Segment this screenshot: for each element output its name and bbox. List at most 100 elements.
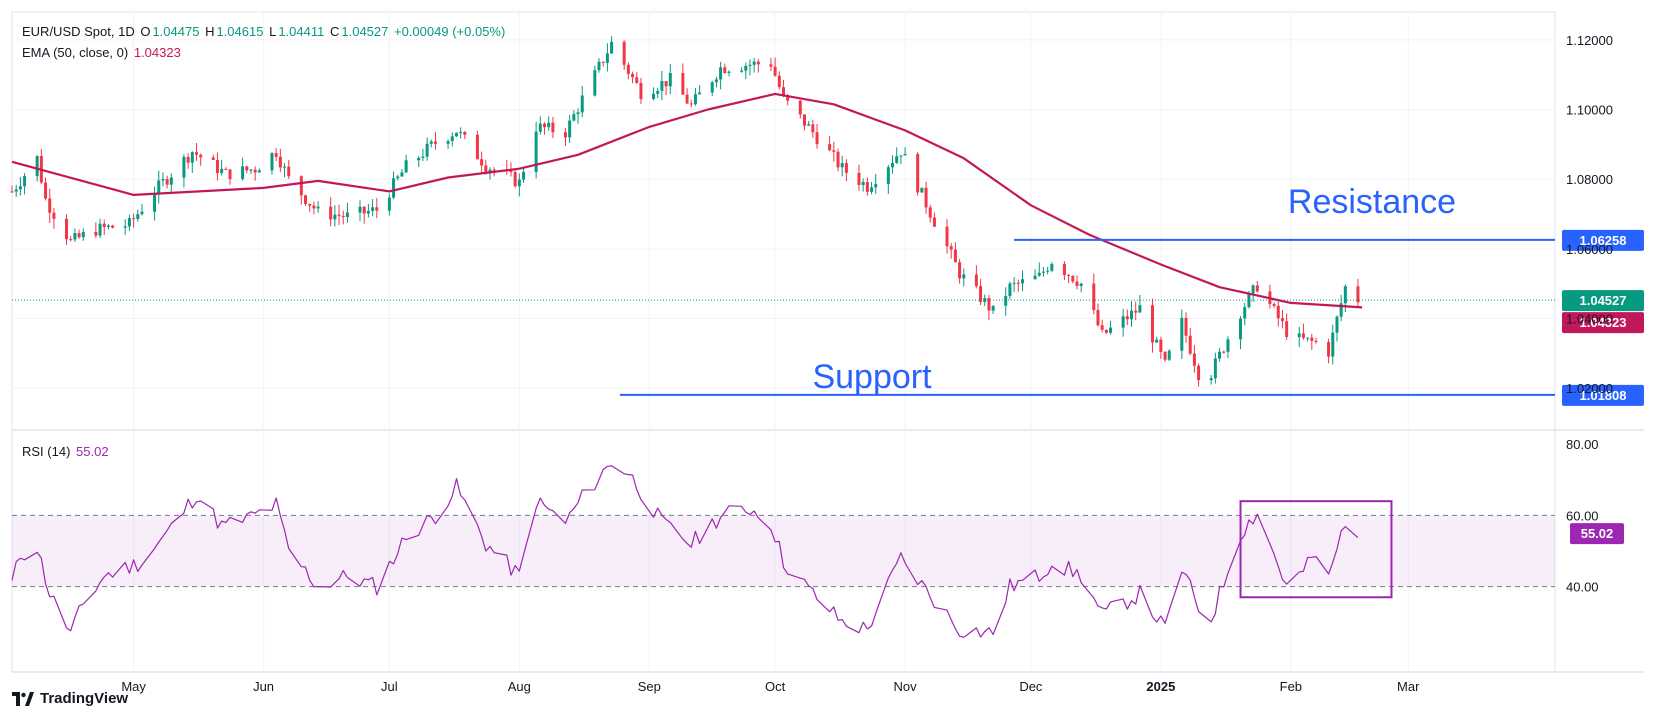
candle-body <box>857 172 861 185</box>
candle-body <box>102 223 106 227</box>
candle-body <box>241 166 245 180</box>
candle-body <box>249 169 253 171</box>
rsi-last-tag <box>1570 523 1624 545</box>
candle-body <box>807 124 811 126</box>
high-label: H <box>205 24 215 39</box>
time-tick-label: Aug <box>508 679 531 694</box>
candle-body <box>220 168 224 174</box>
candle-body <box>274 153 278 157</box>
candle-body <box>1239 318 1243 340</box>
candle-body <box>1314 340 1318 342</box>
high-value: 1.04615 <box>216 24 264 39</box>
candle-body <box>98 223 102 236</box>
candles <box>10 36 1360 387</box>
candle-body <box>924 187 928 208</box>
candle-body <box>190 152 194 163</box>
candle-body <box>1218 351 1222 359</box>
time-tick-label: Oct <box>765 679 786 694</box>
candle-body <box>1222 351 1226 353</box>
candle-body <box>312 205 316 209</box>
candle-body <box>287 166 291 177</box>
candle-body <box>756 61 760 65</box>
change-value: +0.00049 (+0.05%) <box>394 24 506 39</box>
rsi-legend: RSI (14) 55.02 <box>22 444 111 459</box>
ema-legend: EMA (50, close, 0) 1.04323 <box>22 45 183 60</box>
candle-body <box>513 172 517 187</box>
rsi-tick-label: 60.00 <box>1566 508 1599 523</box>
candle-body <box>991 305 995 311</box>
rsi-polyline <box>11 465 1359 638</box>
candle-body <box>714 79 718 83</box>
candle-body <box>547 122 551 128</box>
tradingview-logo[interactable]: TradingView <box>12 690 128 707</box>
candle-body <box>1046 270 1050 272</box>
candle-body <box>1121 316 1125 328</box>
candle-body <box>35 156 39 177</box>
ema-price-label: 1.04323 <box>1580 315 1627 330</box>
candle-body <box>953 249 957 263</box>
candle-body <box>425 143 429 157</box>
candle-body <box>1062 263 1066 275</box>
candle-body <box>895 156 899 163</box>
candle-body <box>329 206 333 220</box>
candle-body <box>622 41 626 65</box>
candle-body <box>828 144 832 151</box>
candle-body <box>1301 333 1305 338</box>
candle-body <box>257 170 261 173</box>
candle-body <box>1310 337 1314 341</box>
ema-label: EMA (50, close, 0) <box>22 45 129 60</box>
candle-body <box>1255 285 1259 292</box>
candle-body <box>14 189 18 192</box>
candle-body <box>861 182 865 185</box>
candle-body <box>106 225 110 227</box>
candle-body <box>429 141 433 144</box>
candle-body <box>836 151 840 168</box>
candle-body <box>304 195 308 204</box>
candle-body <box>815 132 819 145</box>
candle-body <box>777 75 781 88</box>
candle-body <box>773 66 777 76</box>
level-price-label: 1.01808 <box>1580 388 1627 403</box>
candle-body <box>1243 307 1247 319</box>
candle-body <box>865 182 869 192</box>
candle-body <box>534 131 538 172</box>
candle-body <box>299 176 303 196</box>
candle-body <box>886 167 890 185</box>
candle-body <box>509 170 513 173</box>
ema-line <box>11 92 1555 309</box>
candle-body <box>1138 305 1142 313</box>
candle-body <box>1272 304 1276 306</box>
candle-body <box>375 207 379 211</box>
candle-body <box>111 225 115 228</box>
candle-body <box>450 136 454 142</box>
level-label-resistance: Resistance <box>1288 183 1456 221</box>
candle-body <box>387 197 391 211</box>
candle-body <box>551 122 555 133</box>
time-tick-label: 2025 <box>1146 679 1175 694</box>
candle-body <box>601 61 605 63</box>
candle-body <box>1130 310 1134 320</box>
candle-body <box>668 73 672 87</box>
close-label: C <box>329 24 340 39</box>
candle-body <box>568 120 572 138</box>
time-tick-label: Nov <box>894 679 918 694</box>
candle-body <box>1104 329 1108 333</box>
candle-body <box>199 154 203 158</box>
ema-price-tag <box>1562 312 1644 334</box>
time-tick-label: Jul <box>381 679 398 694</box>
level-lines: Resistance 1.06258 Support 1.01808 1.04527 1.… <box>619 183 1644 406</box>
candle-body <box>215 159 219 174</box>
candle-body <box>1159 339 1163 352</box>
candle-body <box>1016 282 1020 284</box>
candle-body <box>1109 327 1113 333</box>
candle-body <box>333 214 337 220</box>
level-price-tag <box>1562 384 1644 406</box>
candle-body <box>945 226 949 247</box>
candle-body <box>962 274 966 279</box>
candle-body <box>635 77 639 83</box>
price-legend: EUR/USD Spot, 1D O 1.04475 H 1.04615 L 1.04… <box>22 24 507 39</box>
candle-body <box>1037 272 1041 276</box>
candle-body <box>958 262 962 279</box>
candle-body <box>1297 333 1301 338</box>
candle-body <box>463 132 467 135</box>
